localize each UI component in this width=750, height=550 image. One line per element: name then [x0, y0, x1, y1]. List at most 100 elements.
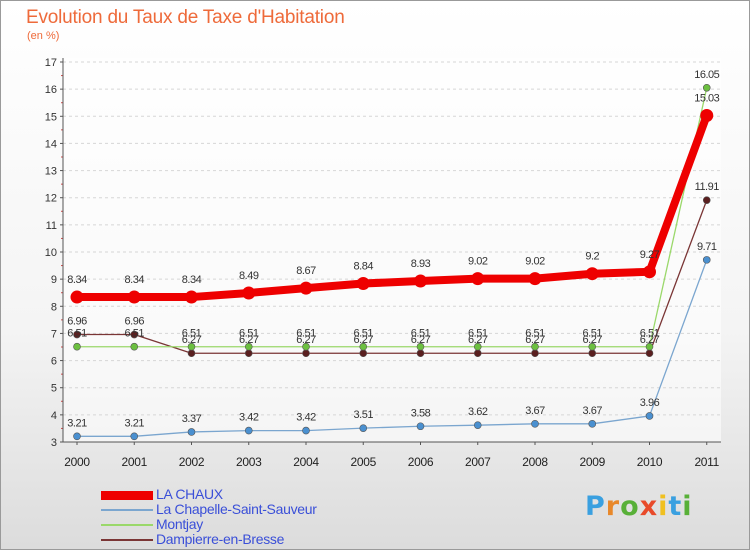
data-point	[473, 342, 482, 351]
x-tick-label: 2010	[637, 455, 663, 469]
data-point	[645, 342, 654, 351]
data-point	[585, 267, 599, 281]
legend-item: LA CHAUX	[101, 487, 401, 502]
chart-legend: LA CHAUX La Chapelle-Saint-Sauveur Montjay…	[101, 487, 401, 547]
data-point	[643, 265, 656, 279]
logo-letter: x	[639, 491, 659, 522]
series-line	[77, 259, 708, 437]
data-point	[130, 330, 139, 339]
data-point	[471, 272, 485, 286]
y-tick-label: 5	[51, 383, 57, 395]
data-point	[359, 349, 368, 358]
series-line	[77, 199, 708, 354]
proxiti-logo: Proxiti	[585, 491, 693, 522]
data-point	[645, 412, 654, 420]
data-label: 9.02	[468, 256, 488, 268]
y-tick-label: 13	[45, 166, 57, 178]
legend-swatch	[101, 490, 153, 500]
legend-label: LA CHAUX	[156, 486, 223, 502]
data-label: 6.51	[354, 328, 374, 340]
data-label: 6.51	[525, 328, 545, 340]
data-label: 6.27	[239, 334, 259, 346]
data-label: 6.27	[354, 334, 374, 346]
chart-title: Evolution du Taux de Taxe d'Habitation	[26, 7, 345, 28]
y-tick-label: 4	[51, 410, 57, 422]
x-tick-label: 2005	[351, 455, 377, 469]
data-label: 8.84	[354, 260, 374, 272]
data-point	[73, 432, 81, 441]
data-point	[645, 349, 654, 358]
data-label: 9.02	[525, 256, 545, 268]
data-point	[185, 290, 198, 304]
logo-letter: i	[682, 491, 693, 522]
data-label: 6.96	[67, 316, 87, 328]
data-label: 6.96	[125, 316, 145, 328]
legend-item: Dampierre-en-Bresse	[101, 532, 401, 547]
data-label: 8.34	[125, 274, 145, 286]
data-label: 8.67	[296, 265, 316, 277]
x-tick-label: 2004	[293, 455, 319, 469]
data-label: 6.27	[411, 334, 431, 346]
data-point	[187, 428, 196, 436]
y-tick-label: 7	[51, 328, 57, 340]
x-tick-label: 2011	[694, 455, 719, 469]
data-point	[70, 290, 84, 304]
y-tick-label: 6	[51, 356, 57, 368]
data-point	[416, 342, 425, 351]
data-point	[302, 349, 310, 358]
data-point	[244, 426, 253, 435]
data-label: 6.27	[640, 334, 660, 346]
data-label: 6.51	[583, 328, 603, 340]
data-point	[702, 256, 711, 264]
data-point	[588, 420, 597, 428]
data-point	[359, 424, 368, 432]
data-point	[242, 286, 256, 300]
data-label: 3.42	[296, 412, 316, 424]
data-label: 6.51	[125, 328, 145, 340]
data-point	[73, 330, 81, 339]
data-label: 3.51	[354, 409, 374, 421]
data-point	[702, 83, 711, 92]
data-label: 11.91	[695, 181, 720, 193]
data-label: 6.51	[239, 328, 259, 340]
data-point	[414, 274, 427, 288]
y-tick-label: 11	[46, 220, 57, 232]
data-label: 8.49	[239, 270, 259, 282]
legend-item: La Chapelle-Saint-Sauveur	[101, 502, 401, 517]
data-label: 6.51	[182, 328, 202, 340]
data-label: 6.27	[525, 334, 545, 346]
data-label: 9.71	[697, 241, 717, 253]
y-tick-label: 17	[45, 57, 57, 69]
data-point	[700, 108, 714, 122]
logo-letter: P	[585, 491, 606, 522]
legend-swatch	[101, 509, 153, 511]
data-label: 3.62	[468, 406, 488, 418]
x-tick-label: 2003	[236, 455, 262, 469]
x-tick-label: 2008	[522, 455, 548, 469]
data-label: 3.37	[182, 413, 202, 425]
x-tick-label: 2007	[465, 455, 491, 469]
x-tick-label: 2001	[122, 455, 148, 469]
data-label: 3.58	[411, 407, 431, 419]
data-label: 3.21	[67, 417, 87, 429]
data-point	[187, 349, 196, 358]
data-label: 6.51	[411, 328, 431, 340]
data-point	[302, 426, 310, 435]
data-point	[356, 276, 370, 290]
legend-item: Montjay	[101, 517, 401, 532]
data-label: 3.67	[583, 405, 603, 417]
data-label: 3.21	[125, 417, 145, 429]
data-point	[130, 432, 139, 441]
data-point	[416, 422, 425, 431]
data-label: 3.96	[640, 397, 660, 409]
logo-letter: o	[620, 491, 640, 522]
data-point	[416, 349, 425, 358]
data-point	[588, 349, 597, 358]
data-label: 8.93	[411, 258, 431, 270]
x-tick-label: 2009	[580, 455, 606, 469]
data-label: 16.05	[694, 69, 719, 81]
legend-label: La Chapelle-Saint-Sauveur	[156, 501, 317, 517]
data-label: 6.27	[583, 334, 603, 346]
data-label: 15.03	[694, 92, 719, 104]
data-label: 6.27	[182, 334, 202, 346]
